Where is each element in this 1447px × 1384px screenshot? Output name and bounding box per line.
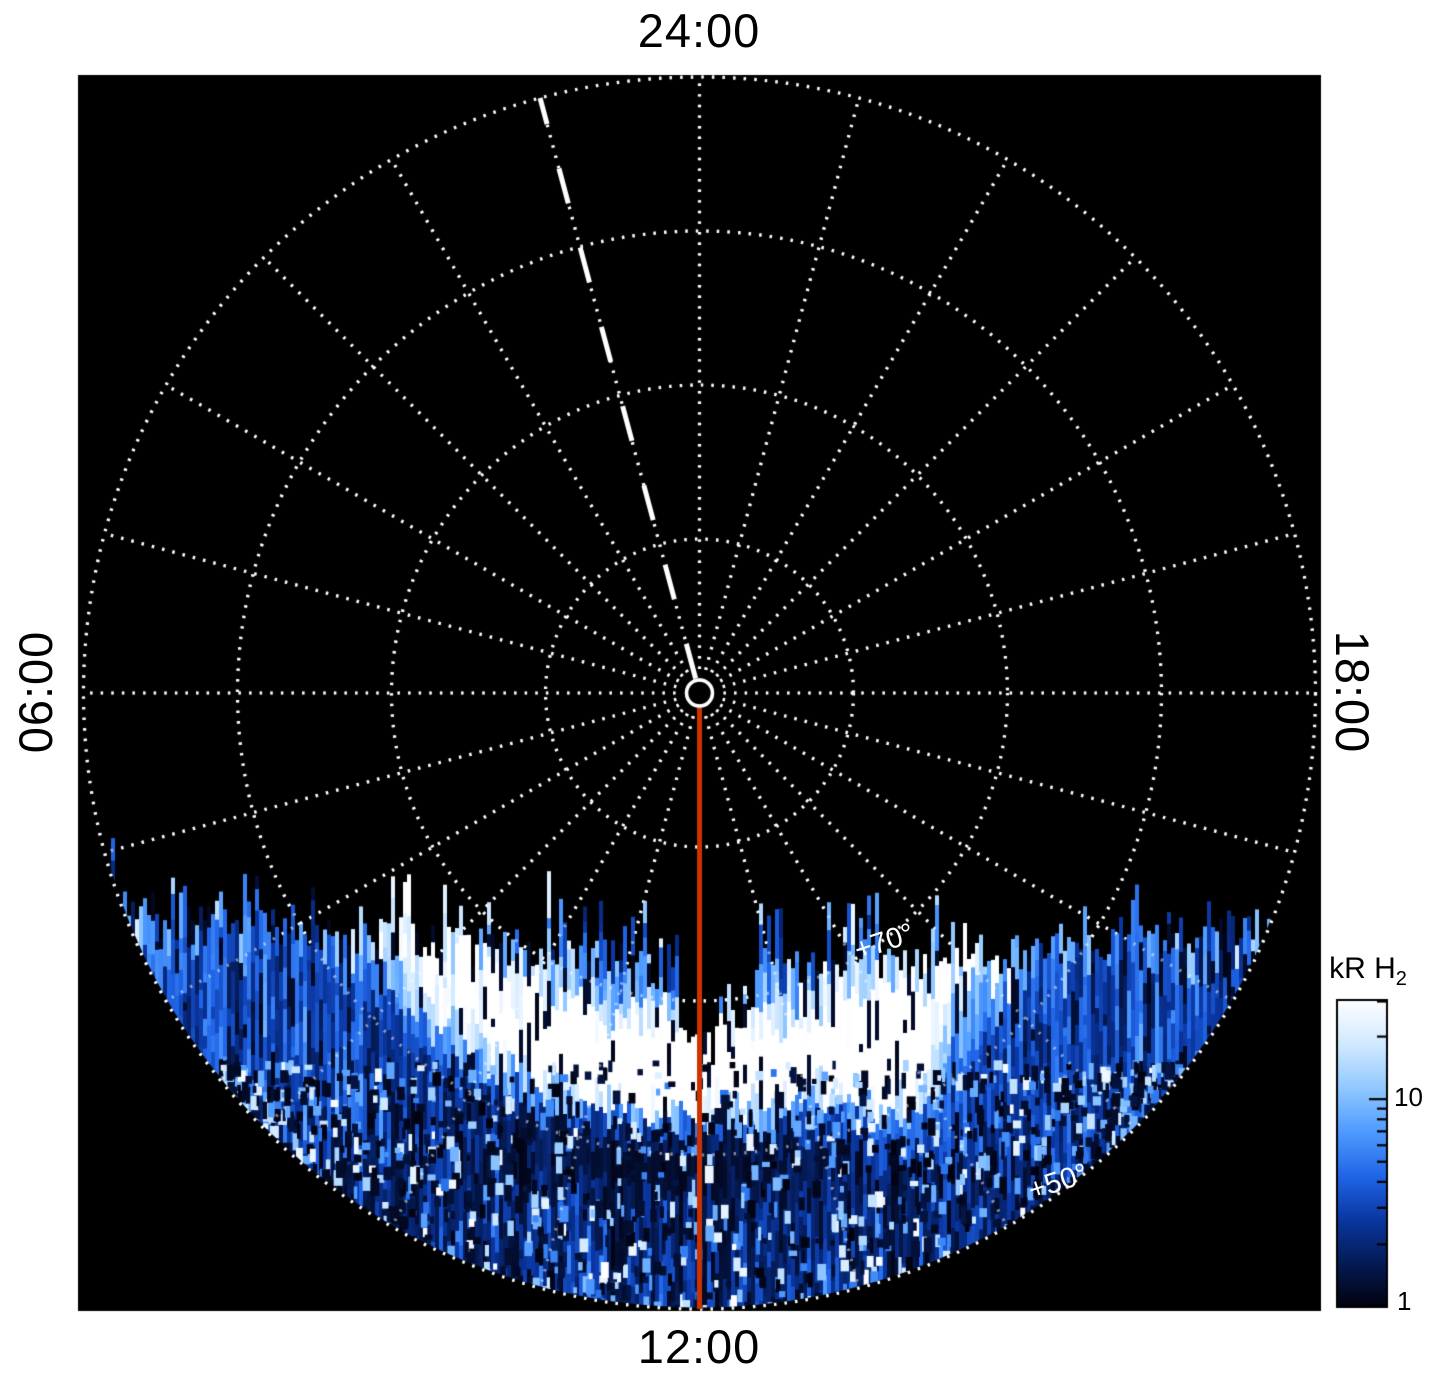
colorbar-title-subscript: 2 [1395, 968, 1407, 990]
axis-label-1200: 12:00 [637, 1320, 761, 1373]
colorbar-title-text: kR H [1329, 952, 1396, 985]
colorbar-tick-label-1: 1 [1397, 1286, 1412, 1316]
colorbar-tick-label-10: 10 [1394, 1082, 1423, 1112]
axis-label-2400: 24:00 [637, 4, 761, 57]
axis-label-0600: 06:00 [9, 630, 62, 754]
colorbar-title: kR H2 [1310, 952, 1426, 991]
axis-label-1800: 18:00 [1326, 630, 1379, 754]
